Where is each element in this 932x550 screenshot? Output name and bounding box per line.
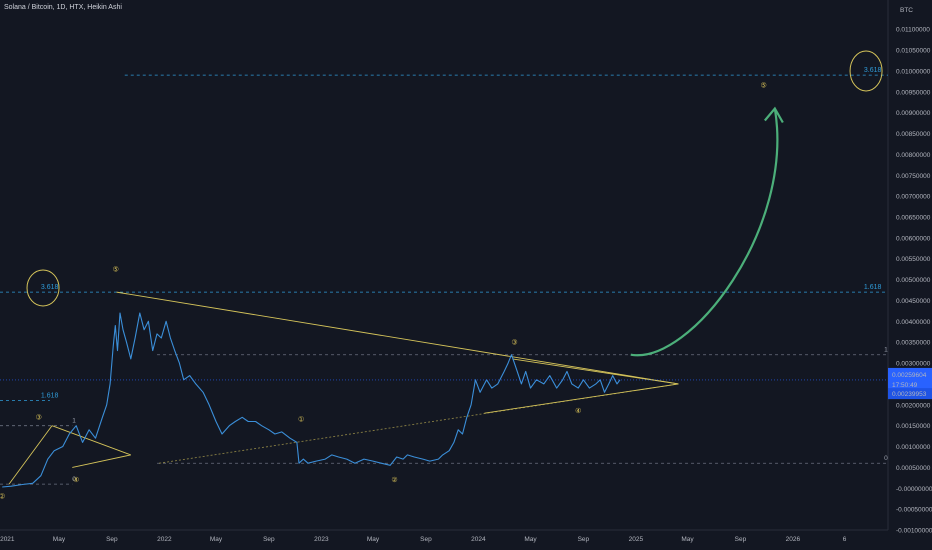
price-series-line [2, 312, 621, 488]
fib-level-label: 1.618 [864, 284, 882, 291]
fib-level-label: 3.618 [864, 67, 882, 74]
target-circle [26, 269, 60, 307]
last-price-badge [888, 367, 932, 392]
chart-title: Solana / Bitcoin, 1D, HTX, Heikin Ashi [4, 4, 122, 11]
y-tick-label: 0.00100000 [896, 444, 931, 451]
y-tick-label: 0.00850000 [896, 131, 931, 138]
wave-label: ③ [511, 338, 517, 346]
y-tick-label: 0.00550000 [896, 256, 931, 263]
wave-label: ④ [73, 476, 79, 484]
prev-price-badge [888, 388, 932, 400]
wave-label: ② [0, 493, 5, 501]
x-tick-label: 2024 [471, 536, 486, 543]
wave-label: ① [298, 415, 304, 423]
x-tick-label: 2023 [314, 536, 329, 543]
wave-label: ④ [575, 407, 581, 415]
target-circle [849, 50, 883, 92]
x-tick-label: 2026 [786, 536, 801, 543]
x-tick-label: Sep [578, 536, 590, 543]
x-tick-label: May [53, 536, 66, 543]
projection-arrow [630, 108, 779, 357]
x-tick-label: May [681, 536, 694, 543]
fib-level-label: 1.618 [41, 393, 59, 400]
y-tick-label: 0.00450000 [896, 298, 931, 305]
x-tick-label: Sep [420, 536, 432, 543]
y-tick-label: -0.00000000 [896, 486, 932, 493]
x-tick-label: Sep [735, 536, 747, 543]
x-tick-label: 6 [843, 536, 847, 543]
y-tick-label: 0.00500000 [896, 277, 931, 284]
countdown-text: 17:50:49 [892, 382, 918, 389]
projection-arrowhead [764, 106, 784, 124]
fib-level-label: 0 [884, 455, 888, 462]
x-tick-label: 2022 [157, 536, 172, 543]
y-tick-label: -0.00100000 [896, 528, 932, 535]
y-tick-label: 0.00350000 [896, 340, 931, 347]
y-tick-label: 0.00750000 [896, 173, 931, 180]
fib-level-label: 3.618 [41, 284, 59, 291]
trendline [512, 358, 679, 385]
fib-level-label: 0 [72, 476, 76, 483]
y-tick-label: 0.01100000 [896, 27, 930, 34]
y-tick-label: 0.00400000 [896, 319, 931, 326]
x-tick-label: 2021 [0, 536, 15, 543]
fib-level-label: 1 [72, 418, 76, 425]
y-tick-label: -0.00050000 [896, 507, 932, 514]
y-tick-label: 0.01050000 [896, 48, 931, 55]
x-tick-label: 2025 [629, 536, 644, 543]
fib-level-label: 1 [884, 347, 888, 354]
x-tick-label: May [367, 536, 380, 543]
x-tick-label: May [210, 536, 223, 543]
x-tick-label: May [524, 536, 537, 543]
trendline [116, 291, 679, 385]
y-tick-label: 0.00300000 [896, 361, 931, 368]
trendline [8, 425, 53, 485]
last-price-text: 0.00259604 [892, 372, 927, 379]
y-tick-label: 0.00950000 [896, 89, 931, 96]
x-tick-label: Sep [106, 536, 118, 543]
y-tick-label: 0.00900000 [896, 110, 931, 117]
y-tick-label: 0.00050000 [896, 465, 931, 472]
trendline [51, 425, 131, 456]
y-tick-label: 0.00650000 [896, 215, 931, 222]
wave-label: ⑤ [761, 82, 767, 90]
trendline [72, 454, 131, 468]
y-tick-label: 0.00150000 [896, 423, 931, 430]
wave-label: ② [391, 476, 397, 484]
x-tick-label: Sep [263, 536, 275, 543]
y-tick-label: 0.00600000 [896, 235, 931, 242]
y-tick-label: 0.00200000 [896, 402, 931, 409]
y-tick-label: 0.00800000 [896, 152, 931, 159]
y-tick-label: 0.01000000 [896, 68, 931, 75]
prev-price-text: 0.00239953 [892, 391, 927, 398]
wave-label: ③ [36, 413, 42, 421]
y-tick-label: 0.00700000 [896, 194, 931, 201]
trendline [484, 383, 679, 414]
wave-label: ⑤ [113, 265, 119, 273]
currency-label: BTC [900, 7, 913, 14]
